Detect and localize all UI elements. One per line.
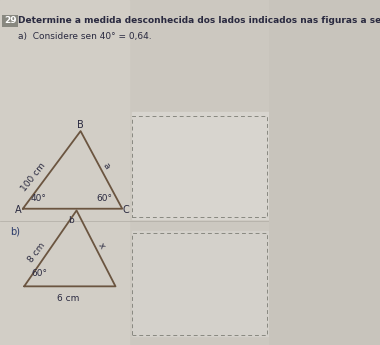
Text: 60°: 60° xyxy=(97,194,113,203)
Text: B: B xyxy=(77,120,84,130)
Bar xyxy=(131,112,269,219)
Text: b): b) xyxy=(10,226,20,236)
Text: a: a xyxy=(101,161,112,171)
Text: x: x xyxy=(96,241,107,250)
Text: 100 cm: 100 cm xyxy=(20,161,48,193)
Bar xyxy=(131,231,269,336)
Text: Determine a medida desconhecida dos lados indicados nas figuras a seguir.: Determine a medida desconhecida dos lado… xyxy=(18,16,380,25)
Text: b: b xyxy=(68,216,74,225)
Text: a)  Considere sen 40° = 0,64.: a) Considere sen 40° = 0,64. xyxy=(18,32,152,41)
Bar xyxy=(0,0,129,345)
Text: 40°: 40° xyxy=(31,194,47,203)
Bar xyxy=(131,233,267,335)
Text: 60°: 60° xyxy=(32,269,48,278)
Text: A: A xyxy=(15,205,22,215)
Text: 29: 29 xyxy=(4,16,16,25)
Text: 6 cm: 6 cm xyxy=(57,294,80,303)
Text: 8 cm: 8 cm xyxy=(27,240,47,264)
Text: C: C xyxy=(122,205,129,215)
Bar xyxy=(131,116,267,217)
